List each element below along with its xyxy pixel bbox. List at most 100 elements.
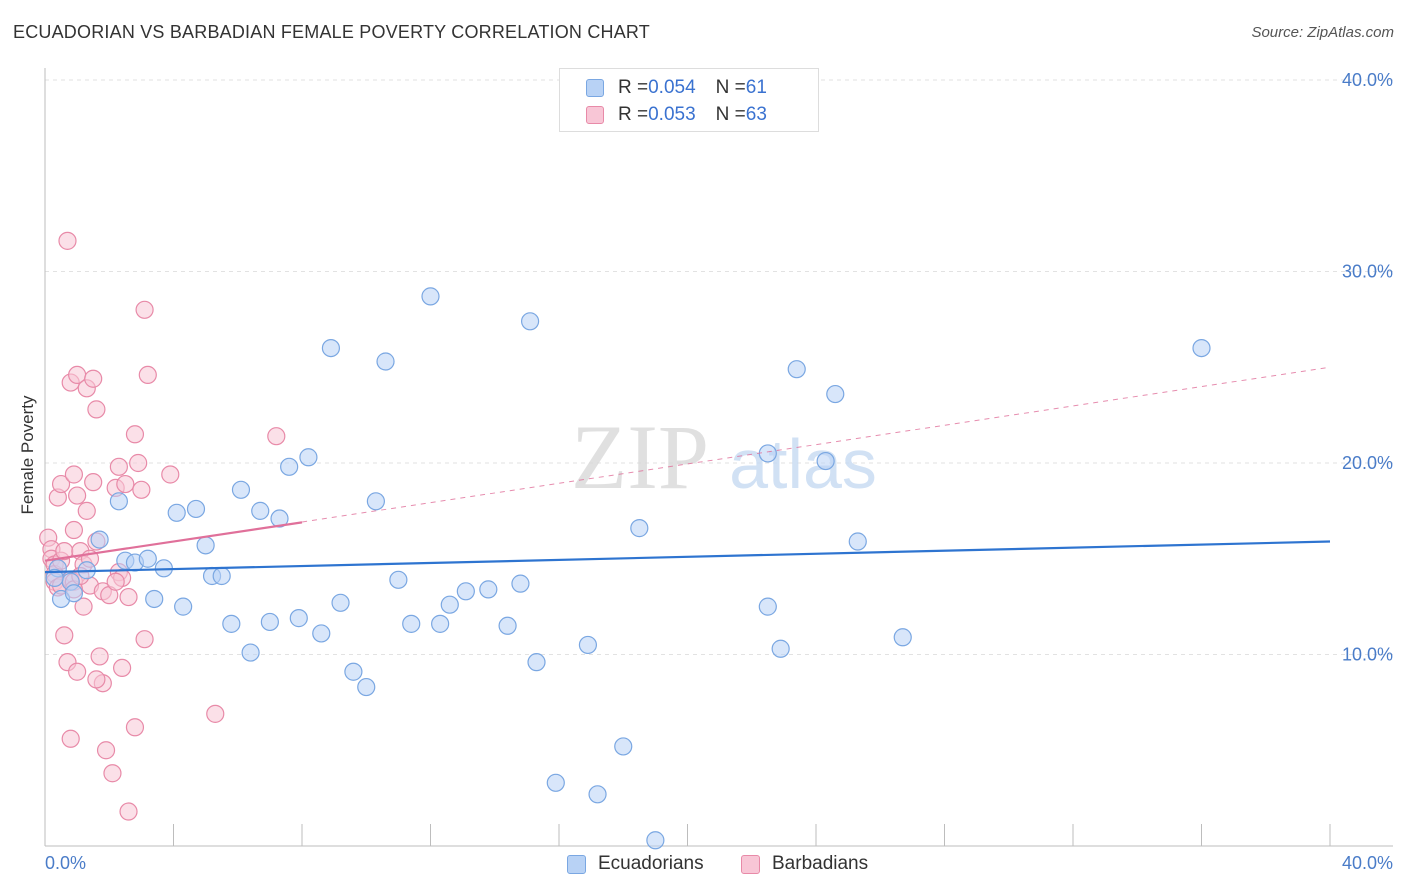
ecuadorians-point: [357, 677, 376, 697]
legend-n-label: N =: [715, 77, 746, 98]
ecuadorians-point: [222, 614, 241, 633]
ecuadorians-point: [45, 568, 64, 588]
ecuadorians-point: [479, 580, 498, 599]
ecuadorians-point: [344, 662, 363, 681]
barbadians-point: [58, 231, 77, 250]
legend-swatch-barbadians: [586, 106, 604, 124]
ecuadorians-point: [212, 566, 231, 586]
ecuadorians-point: [1192, 339, 1211, 358]
watermark-atlas: atlas: [729, 425, 877, 503]
ecuadorians-point: [138, 549, 157, 568]
watermark: ZIP atlas: [571, 406, 877, 508]
chart-title: ECUADORIAN VS BARBADIAN FEMALE POVERTY C…: [13, 22, 650, 42]
y-tick-label: 10.0%: [1342, 645, 1393, 665]
ecuadorians-point: [614, 737, 633, 756]
barbadians-point: [119, 802, 138, 821]
bottom-legend-label-barbadians: Barbadians: [772, 853, 869, 874]
ecuadorians-point: [289, 609, 308, 628]
x-tick-label: 40.0%: [1342, 853, 1393, 873]
barbadians-point: [267, 427, 286, 446]
legend-r-label: R =: [618, 104, 649, 125]
ecuadorians-point: [511, 574, 530, 593]
legend-r-value: 0.054: [648, 77, 696, 98]
ecuadorians-point: [331, 593, 350, 612]
x-tick-label: 0.0%: [45, 853, 86, 873]
barbadians-point: [90, 647, 109, 666]
bottom-legend-swatch-ecuadorians: [567, 854, 586, 874]
ecuadorians-point: [402, 614, 421, 633]
ecuadorians-point: [520, 312, 540, 331]
ecuadorians-point: [527, 653, 546, 672]
ecuadorians-point: [260, 612, 279, 632]
ecuadorians-point: [186, 499, 206, 519]
bottom-legend-barbadians: Barbadians: [741, 852, 868, 876]
barbadians-point: [64, 520, 84, 540]
barbadians-point: [61, 729, 80, 748]
barbadians-point: [77, 501, 96, 520]
ecuadorians-point: [90, 530, 109, 549]
barbadians-point: [51, 474, 71, 494]
gridlines: [45, 79, 1393, 655]
legend-r-label: R =: [618, 77, 649, 98]
barbadians-point: [129, 453, 148, 473]
legend-n-value: 63: [745, 104, 767, 125]
ecuadorians-point: [109, 492, 128, 511]
trend-lines: [44, 366, 1331, 574]
ecuadorians-point: [578, 635, 598, 655]
barbadians-point: [132, 480, 151, 499]
ecuadorians-point: [421, 287, 440, 306]
barbadians-point: [125, 425, 145, 444]
barbadians-point: [87, 670, 106, 689]
ecuadorians-point: [758, 597, 777, 616]
ecuadorians-point: [826, 384, 845, 404]
ecuadorians-point: [174, 597, 193, 616]
ecuadorians-point: [167, 503, 186, 522]
ecuadorians-point: [646, 831, 665, 850]
ecuadorians-point: [893, 628, 912, 647]
barbadians-point: [125, 718, 145, 737]
bottom-legend-swatch-barbadians: [741, 854, 760, 874]
barbadians-point: [112, 658, 132, 678]
barbadians-point: [109, 457, 128, 476]
barbadians-point: [68, 662, 87, 681]
barbadians-point: [106, 572, 125, 591]
chart-source: Source: ZipAtlas.com: [1251, 24, 1394, 41]
ecuadorians-point: [251, 501, 270, 520]
ecuadorians-point: [816, 451, 835, 471]
ecuadorians-point: [64, 584, 84, 603]
barbadians-point: [74, 597, 93, 616]
barbadians-point: [96, 741, 116, 760]
ecuadorians-point: [787, 360, 806, 379]
ecuadorians-point: [771, 639, 790, 658]
legend-row-ecuadorians: R = 0.054 N = 61: [586, 75, 767, 101]
ecuadorians-point: [312, 624, 331, 643]
ecuadorians-point: [758, 444, 777, 463]
ecuadorians-points: [45, 287, 1211, 850]
y-tick-label: 30.0%: [1342, 262, 1393, 282]
ecuadorians-point: [145, 589, 164, 609]
ecuadorians-point: [498, 616, 517, 635]
ecuadorians-point: [630, 519, 649, 538]
barbadians-point: [206, 704, 225, 723]
ecuadorians-point: [376, 352, 395, 371]
ecuadorians-trend-line: [44, 540, 1331, 574]
y-tick-labels: 10.0% 20.0% 30.0% 40.0%: [1342, 70, 1393, 665]
watermark-zip: ZIP: [571, 406, 709, 508]
ecuadorians-point: [270, 509, 289, 528]
ecuadorians-point: [389, 570, 408, 589]
barbadians-point: [161, 465, 180, 484]
barbadians-point: [135, 630, 154, 649]
ecuadorians-point: [546, 773, 565, 792]
ecuadorians-point: [299, 448, 318, 467]
legend-swatch-ecuadorians: [586, 79, 604, 97]
ecuadorians-point: [280, 457, 299, 476]
barbadians-point: [138, 365, 157, 385]
barbadians-points: [39, 231, 286, 821]
ecuadorians-point: [231, 480, 251, 499]
y-tick-label: 40.0%: [1342, 70, 1393, 90]
ecuadorians-point: [588, 785, 607, 804]
barbadians-point: [135, 300, 154, 319]
barbadians-point: [119, 587, 138, 607]
ecuadorians-point: [241, 643, 260, 662]
